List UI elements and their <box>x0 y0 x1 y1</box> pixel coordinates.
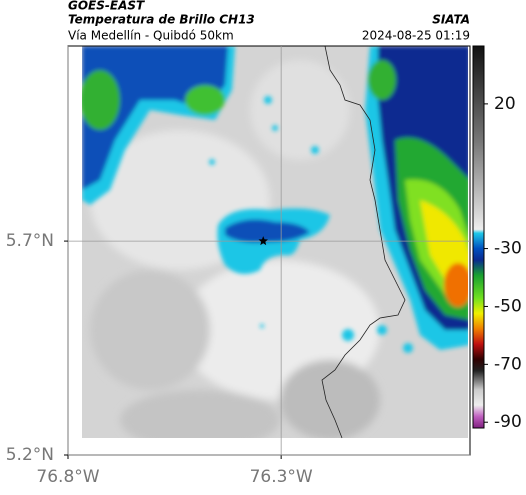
colorbar-tick-label: -30 <box>494 239 522 259</box>
location-marker <box>258 236 268 246</box>
title: GOES-EAST <box>68 0 145 13</box>
y-tick-label: 5.7°N <box>6 231 54 251</box>
colorbar-tick-label: -70 <box>494 354 522 374</box>
x-tick-label: 76.8°W <box>36 467 99 487</box>
colorbar <box>472 45 485 429</box>
satellite-image <box>82 46 468 438</box>
colorbar-tick-label: -50 <box>494 296 522 316</box>
subtitle: Temperatura de Brillo CH13 <box>68 13 255 27</box>
x-tick-label: 76.3°W <box>250 467 313 487</box>
coastline <box>321 45 406 439</box>
colorbar-tick-label: 20 <box>494 94 516 114</box>
route: Vía Medellín - Quibdó 50km <box>68 29 234 43</box>
colorbar-tick-label: -90 <box>494 412 522 432</box>
source: SIATA <box>432 13 470 27</box>
timestamp: 2024-08-25 01:19 <box>362 29 470 43</box>
y-tick-label: 5.2°N <box>6 445 54 465</box>
